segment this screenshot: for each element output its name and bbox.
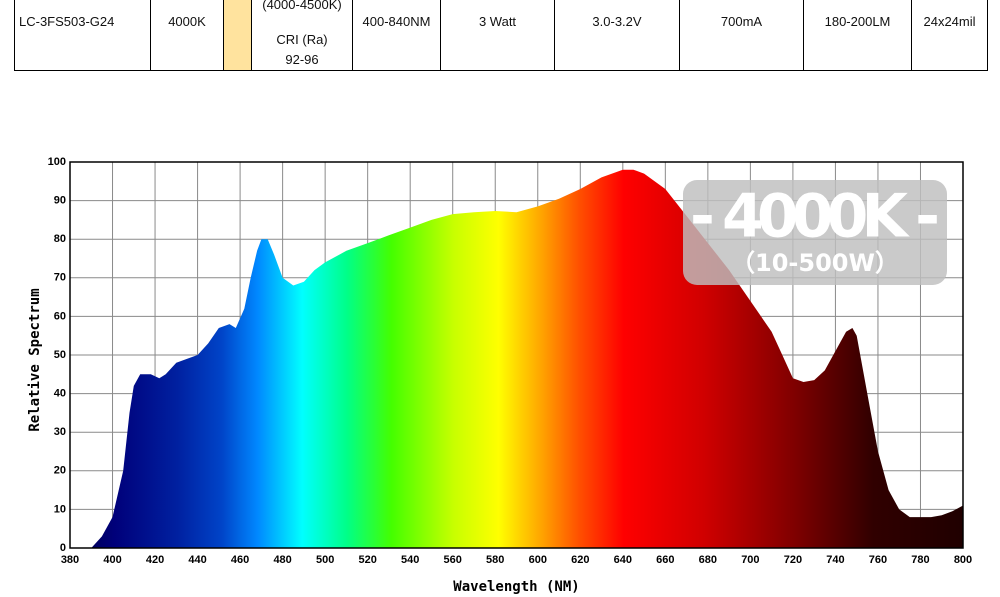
table-row: LC-3FS503-G24 4000K (4000-4500K) CRI (Ra)… <box>14 0 988 71</box>
y-tick-label: 30 <box>54 426 66 438</box>
cell-line: 92-96 <box>285 52 319 67</box>
x-tick-label: 660 <box>656 554 674 566</box>
x-tick-label: 560 <box>444 554 462 566</box>
x-tick-label: 680 <box>699 554 717 566</box>
y-tick-label: 50 <box>54 349 66 361</box>
x-tick-label: 640 <box>614 554 632 566</box>
color-swatch <box>223 0 252 71</box>
x-tick-label: 600 <box>529 554 547 566</box>
x-tick-label: 620 <box>571 554 589 566</box>
x-tick-label: 700 <box>741 554 759 566</box>
x-tick-label: 740 <box>826 554 844 566</box>
cell: 3 Watt <box>440 0 555 71</box>
y-tick-label: 70 <box>54 272 66 284</box>
x-tick-label: 420 <box>146 554 164 566</box>
badge <box>683 180 947 285</box>
y-tick-label: 80 <box>54 233 66 245</box>
cell: 24x24mil <box>911 0 988 71</box>
badge-subtitle: （10-500W） <box>731 249 899 277</box>
y-tick-label: 90 <box>54 195 66 207</box>
spec-table: LC-3FS503-G24 4000K (4000-4500K) CRI (Ra)… <box>14 0 988 71</box>
x-tick-label: 500 <box>316 554 334 566</box>
cell-line: CRI (Ra) <box>276 32 328 47</box>
cell-line: (4000-4500K) <box>262 0 342 12</box>
x-axis-label: Wavelength (NM) <box>453 579 579 595</box>
x-tick-label: 580 <box>486 554 504 566</box>
badge-title: - 4000K - <box>690 182 940 252</box>
x-tick-label: 800 <box>954 554 972 566</box>
y-axis-label: Relative Spectrum <box>27 288 43 431</box>
cell: 4000K <box>150 0 224 71</box>
x-tick-label: 780 <box>911 554 929 566</box>
x-tick-label: 380 <box>61 554 79 566</box>
plot-frame <box>69 161 964 549</box>
y-tick-label: 40 <box>54 388 66 400</box>
y-tick-label: 0 <box>60 542 66 554</box>
x-tick-label: 520 <box>358 554 376 566</box>
y-tick-label: 100 <box>48 156 66 168</box>
x-tick-label: 480 <box>273 554 291 566</box>
y-tick-label: 10 <box>54 503 66 515</box>
x-tick-label: 460 <box>231 554 249 566</box>
x-tick-label: 760 <box>869 554 887 566</box>
y-tick-label: 60 <box>54 310 66 322</box>
cell: 400-840NM <box>352 0 441 71</box>
cell: 180-200LM <box>803 0 912 71</box>
x-tick-label: 720 <box>784 554 802 566</box>
y-tick-label: 20 <box>54 465 66 477</box>
cell: 700mA <box>679 0 804 71</box>
cell: LC-3FS503-G24 <box>14 0 151 71</box>
x-tick-label: 440 <box>188 554 206 566</box>
cell: (4000-4500K) CRI (Ra) 92-96 <box>251 0 353 71</box>
x-tick-label: 400 <box>103 554 121 566</box>
spectrum-area <box>91 169 963 548</box>
x-tick-label: 540 <box>401 554 419 566</box>
